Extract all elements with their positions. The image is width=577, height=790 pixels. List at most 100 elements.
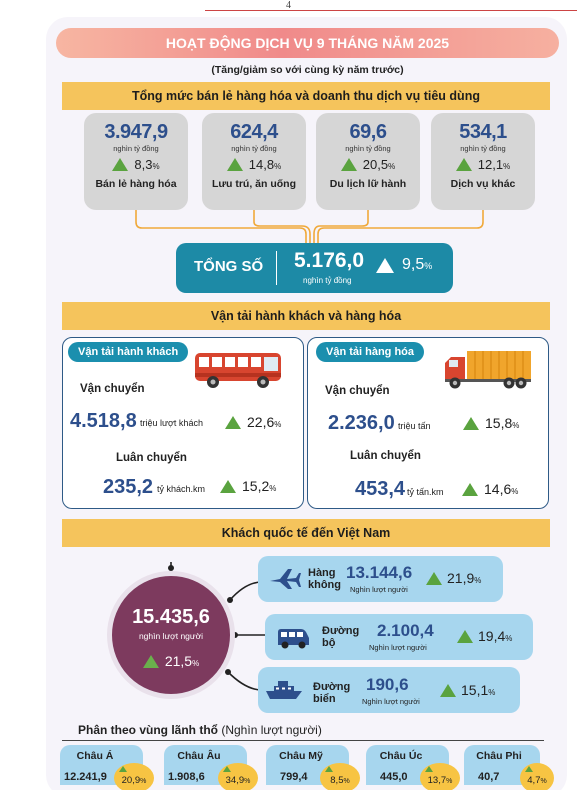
up-arrow-icon [220, 479, 236, 493]
air-label-2: không [308, 579, 341, 591]
visitors-total-unit: nghìn lượt người [138, 631, 204, 641]
ship-icon [266, 681, 302, 699]
up-arrow-icon [119, 766, 127, 772]
region-value: 799,4 [280, 771, 308, 783]
regions-title-unit: (Nghìn lượt người) [221, 723, 322, 737]
region-name: Châu Âu [177, 750, 221, 762]
cargo-transport-label: Vận tải hàng hóa [316, 342, 425, 362]
up-arrow-icon [223, 766, 231, 772]
passenger-carry-label: Vận chuyển [80, 383, 145, 395]
passenger-carry-value: 4.518,8 [70, 410, 137, 432]
cargo-carry-unit: triệu tấn [398, 421, 431, 431]
region-pct: 8,5% [320, 763, 360, 790]
card-pct-value: 14,8 [248, 157, 275, 172]
passenger-rotation-unit: tỷ khách.km [157, 484, 206, 494]
truck-icon [445, 351, 531, 389]
passenger-rotation-pct: 15,2% [220, 478, 276, 494]
card-unit: nghìn tỷ đồng [460, 144, 506, 153]
retail-total-box: TỔNG SỐ 5.176,0 nghìn tỷ đồng 9,5% [176, 243, 453, 293]
airplane-icon [270, 569, 301, 589]
road-pct-value: 19,4 [478, 628, 506, 644]
card-value: 3.947,9 [104, 121, 168, 143]
retail-section-title: Tổng mức bán lẻ hàng hóa và doanh thu dị… [62, 82, 550, 110]
card-pct-value: 20,5 [362, 157, 389, 172]
region-pct-value: 8,5 [330, 775, 344, 786]
van-icon [278, 629, 309, 649]
card-label: Lưu trú, ăn uống [211, 178, 296, 190]
card-value: 534,1 [459, 121, 507, 143]
card-unit: nghìn tỷ đồng [345, 144, 391, 153]
visitors-air-card: Hàng không 13.144,6 Nghìn lượt người 21,9… [258, 556, 503, 602]
visitors-road-card: Đường bộ 2.100,4 Nghìn lượt người 19,4% [265, 614, 533, 660]
card-pct: 14,8% [202, 157, 306, 172]
up-arrow-icon [525, 766, 533, 772]
up-arrow-icon [455, 158, 472, 171]
total-pct: 9,5% [376, 256, 432, 274]
visitors-total-pct-value: 21,5 [164, 653, 193, 669]
top-rule [205, 10, 577, 11]
up-arrow-icon [112, 158, 129, 171]
region-pct-value: 4,7 [527, 775, 541, 786]
up-arrow-icon [376, 257, 394, 273]
road-value: 2.100,4 [377, 621, 434, 640]
sea-value: 190,6 [366, 675, 409, 694]
bus-icon [195, 353, 281, 388]
region-value: 1.908,6 [168, 771, 205, 783]
region-value: 40,7 [478, 771, 500, 783]
total-divider [276, 251, 277, 285]
up-arrow-icon [425, 766, 433, 772]
cargo-rotation-pct: 14,6% [462, 481, 518, 497]
region-pct: 20,9% [114, 763, 154, 790]
region-africa: Châu Phi 40,7 4,7% [464, 745, 554, 790]
total-label: TỔNG SỐ [194, 258, 264, 275]
air-unit: Nghìn lượt người [350, 585, 408, 594]
cargo-carry-label: Vận chuyển [325, 385, 390, 397]
card-pct-value: 12,1 [477, 157, 504, 172]
region-pct-value: 13,7 [427, 775, 447, 786]
air-pct-value: 21,9 [447, 570, 475, 586]
passenger-rotation-label: Luân chuyển [116, 452, 187, 464]
road-label-1: Đường [322, 625, 360, 637]
total-value: 5.176,0 [294, 249, 365, 272]
up-arrow-icon [340, 158, 357, 171]
up-arrow-icon [457, 629, 473, 643]
passenger-carry-pct: 22,6% [225, 414, 281, 430]
cargo-carry-pct: 15,8% [463, 415, 519, 431]
visitors-total-circle: 15.435,6 nghìn lượt người 21,5% [107, 571, 235, 699]
transport-section-title: Vận tải hành khách và hàng hóa [62, 302, 550, 330]
region-name: Châu Úc [379, 750, 423, 762]
region-name: Châu Mỹ [279, 750, 323, 762]
sea-unit: Nghìn lượt người [362, 697, 420, 706]
regions-title-text: Phân theo vùng lãnh thổ [78, 723, 218, 737]
visitors-sea-card: Đường biển 190,6 Nghìn lượt người 15,1% [258, 667, 520, 713]
retail-connector-lines [135, 210, 484, 243]
sea-label-2: biển [313, 693, 336, 705]
card-pct: 12,1% [431, 157, 535, 172]
region-asia: Châu Á 12.241,9 20,9% [60, 745, 154, 790]
card-pct-value: 8,3 [134, 157, 153, 172]
region-name: Châu Á [76, 750, 114, 762]
page-number: 4 [286, 0, 291, 11]
visitors-connector-lines [168, 562, 268, 691]
up-arrow-icon [325, 766, 333, 772]
cargo-rotation-label: Luân chuyển [350, 450, 421, 462]
cargo-carry-pct-value: 15,8 [485, 415, 513, 431]
card-label: Bán lẻ hàng hóa [95, 178, 177, 190]
retail-card-accommodation: 624,4 nghìn tỷ đồng 14,8% Lưu trú, ăn uố… [202, 113, 306, 210]
region-oceania: Châu Úc 445,0 13,7% [366, 745, 460, 790]
total-unit: nghìn tỷ đồng [303, 276, 352, 285]
up-arrow-icon [462, 482, 478, 496]
retail-card-goods: 3.947,9 nghìn tỷ đồng 8,3% Bán lẻ hàng h… [84, 113, 188, 210]
cargo-rotation-unit: tỷ tấn.km [407, 487, 444, 497]
total-pct-value: 9,5 [402, 256, 425, 273]
card-pct: 20,5% [316, 157, 420, 172]
retail-card-travel: 69,6 nghìn tỷ đồng 20,5% Du lịch lữ hành [316, 113, 420, 210]
sea-label-1: Đường [313, 681, 351, 693]
cargo-rotation-pct-value: 14,6 [484, 481, 512, 497]
card-unit: nghìn tỷ đồng [113, 144, 159, 153]
region-europe: Châu Âu 1.908,6 34,9% [164, 745, 258, 790]
region-pct-value: 34,9 [225, 775, 245, 786]
region-pct: 4,7% [520, 763, 554, 790]
regions-rule [62, 740, 544, 741]
card-value: 69,6 [349, 121, 387, 143]
